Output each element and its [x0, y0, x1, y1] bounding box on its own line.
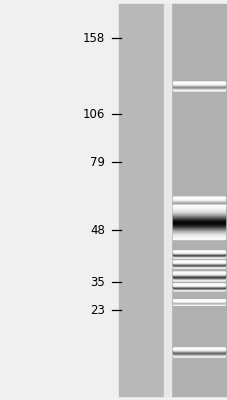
- Bar: [173, 219, 224, 220]
- Bar: [173, 221, 224, 222]
- Bar: [173, 224, 224, 225]
- Bar: [173, 218, 224, 219]
- Bar: [173, 206, 224, 207]
- Bar: [173, 214, 224, 215]
- Bar: [173, 220, 224, 221]
- Bar: [173, 205, 224, 206]
- Bar: [173, 223, 224, 224]
- Text: 106: 106: [82, 108, 104, 120]
- Bar: [173, 234, 224, 235]
- Bar: [173, 237, 224, 238]
- Bar: [173, 212, 224, 213]
- Bar: [118, 4, 163, 396]
- Bar: [173, 216, 224, 217]
- Bar: [173, 229, 224, 230]
- Bar: [170, 4, 225, 396]
- Bar: [173, 235, 224, 236]
- Bar: [173, 213, 224, 214]
- Bar: [173, 215, 224, 216]
- Bar: [173, 222, 224, 223]
- Bar: [173, 231, 224, 232]
- Text: 48: 48: [90, 224, 104, 236]
- Bar: [173, 208, 224, 209]
- Bar: [173, 226, 224, 227]
- Bar: [173, 209, 224, 210]
- Bar: [163, 4, 170, 396]
- Bar: [173, 227, 224, 228]
- Bar: [173, 210, 224, 211]
- Bar: [173, 236, 224, 237]
- Text: 35: 35: [90, 276, 104, 288]
- Text: 23: 23: [90, 304, 104, 316]
- Bar: [173, 238, 224, 239]
- Bar: [173, 211, 224, 212]
- Bar: [173, 233, 224, 234]
- Bar: [173, 207, 224, 208]
- Bar: [173, 232, 224, 233]
- Text: 158: 158: [82, 32, 104, 44]
- Bar: [173, 225, 224, 226]
- Bar: [173, 217, 224, 218]
- Text: 79: 79: [89, 156, 104, 168]
- Bar: [173, 230, 224, 231]
- Bar: [173, 228, 224, 229]
